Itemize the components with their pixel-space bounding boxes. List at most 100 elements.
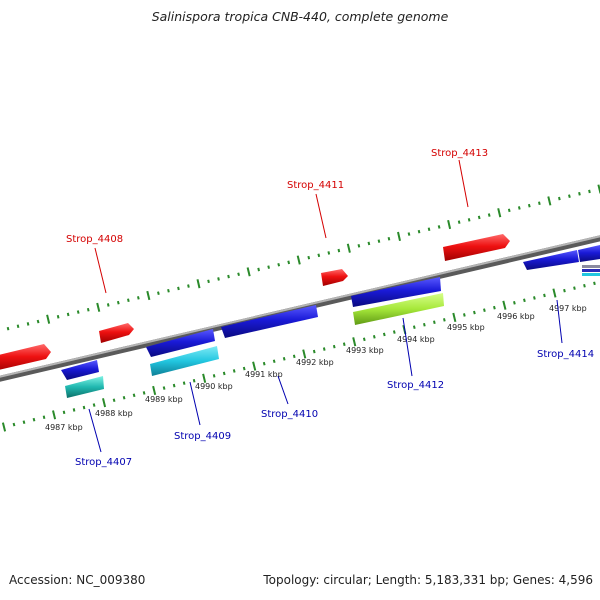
gene-feature-reverse[interactable] [523,250,579,270]
other-feature-track [65,265,600,398]
tick-mark [302,349,307,359]
tick-mark [217,277,220,281]
tick-mark [507,208,511,213]
tick-mark [533,296,536,300]
label-leader [402,317,413,377]
gene-feature-reverse[interactable] [351,277,441,307]
scale-label: 4996 kbp [497,312,535,321]
gene-label-reverse[interactable]: Strop_4407 [75,457,132,468]
scale-label: 4993 kbp [346,346,384,355]
tick-mark [287,260,291,265]
tick-mark [457,220,461,224]
tick-mark [272,359,276,364]
gene-label-reverse[interactable]: Strop_4410 [261,409,318,420]
tick-mark [463,313,466,317]
tick-mark [262,361,266,366]
gene-label-forward[interactable]: Strop_4413 [431,148,488,159]
tick-mark [187,284,190,288]
tick-mark [196,279,201,289]
gene-feature-reverse[interactable] [146,329,215,357]
tick-mark [447,219,452,230]
tick-mark [127,298,130,303]
scale-labels: 4987 kbp 4988 kbp 4989 kbp 4990 kbp 4991… [45,304,587,432]
gene-feature-forward[interactable] [443,234,510,261]
label-leader [556,299,563,344]
tick-mark [437,225,441,229]
tick-mark [307,255,311,260]
gene-label-reverse[interactable]: Strop_4409 [174,431,231,442]
gene-label-reverse[interactable]: Strop_4412 [387,380,444,391]
tick-mark [252,361,257,371]
tick-mark [342,342,346,347]
tick-mark [146,290,151,301]
tick-mark [76,310,80,314]
tick-mark [433,320,436,325]
tick-mark [377,239,381,243]
tick-mark [552,288,557,298]
tick-mark [177,286,180,291]
tick-mark [597,184,600,194]
tick-mark [547,196,552,206]
label-leader [315,193,327,239]
tick-mark [26,322,30,326]
teal-feature[interactable] [65,376,104,398]
tick-mark [573,286,576,290]
tick-mark [583,283,586,288]
mixed-feature-stack[interactable] [582,265,600,268]
tick-mark [412,325,416,329]
tick-mark [337,248,341,253]
tick-mark [36,319,40,324]
scale-label: 4992 kbp [296,358,334,367]
tick-mark [62,410,66,415]
mixed-feature-stack[interactable] [582,273,600,276]
tick-mark [172,383,176,388]
tick-mark [517,206,521,210]
mixed-feature-stack[interactable] [582,269,600,272]
forward-gene-labels: Strop_4408 Strop_4411 Strop_4413 [66,148,488,294]
tick-mark [563,288,566,293]
tick-mark [367,241,371,246]
label-leader [277,375,289,405]
tick-mark [277,262,281,267]
gene-feature-reverse[interactable] [221,305,318,338]
tick-mark [96,302,101,312]
gene-feature-forward[interactable] [0,344,51,372]
tick-mark [202,373,207,383]
tick-mark [392,330,396,334]
tick-mark [152,385,157,396]
tick-mark [423,322,426,327]
gene-label-reverse[interactable]: Strop_4414 [537,349,594,360]
forward-gene-features [0,234,510,372]
tick-mark [52,410,57,420]
tick-mark [473,310,476,315]
tick-mark [357,244,361,248]
tick-mark [242,366,246,371]
label-leader [458,159,469,208]
tick-mark [267,265,270,269]
tick-mark [523,298,526,303]
gene-label-forward[interactable]: Strop_4411 [287,180,344,191]
tick-mark [568,194,571,198]
tick-mark [182,381,186,385]
tick-mark [558,196,561,201]
gene-label-forward[interactable]: Strop_4408 [66,234,123,245]
tick-mark [538,201,541,206]
green-feature[interactable] [353,293,444,325]
gene-feature-reverse[interactable] [578,245,600,262]
accession-text: Accession: NC_009380 [9,573,146,587]
reverse-gene-labels: Strop_4407 Strop_4409 Strop_4410 Strop_4… [75,299,594,468]
gene-feature-reverse[interactable] [61,360,99,380]
tick-mark [443,318,446,322]
scale-label: 4995 kbp [447,323,485,332]
tick-mark [122,395,126,400]
gene-feature-forward[interactable] [99,323,134,343]
cyan-feature[interactable] [150,346,219,376]
tick-mark [162,386,166,390]
gene-feature-forward[interactable] [321,269,348,286]
tick-mark [1,422,7,432]
label-leader [94,247,107,294]
tick-mark [477,215,481,220]
tick-mark [372,335,376,339]
tick-mark [317,253,321,258]
tick-mark [387,236,391,241]
